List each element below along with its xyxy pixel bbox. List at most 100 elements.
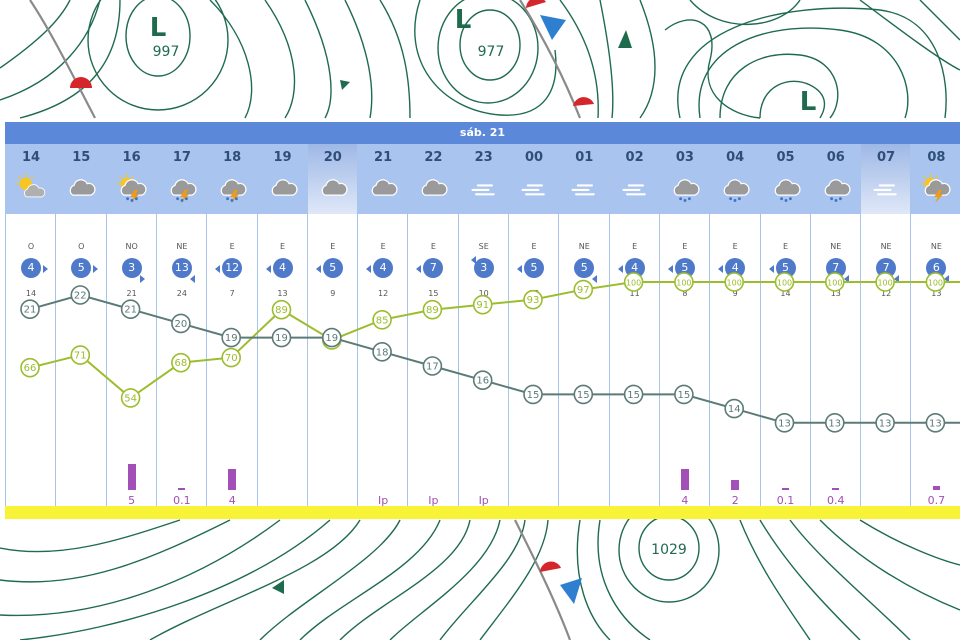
rain-bar [731,480,740,490]
wind-speed-badge: 4 [373,258,394,278]
wind-arrow-icon [667,265,673,273]
humidity-point [774,272,795,292]
hour-header: 01 [559,144,610,214]
cloud-icon [416,174,450,204]
temperature-point [774,412,795,433]
hour-label: 08 [927,150,946,165]
humidity-point [472,294,493,315]
wind-gust: 21 [126,289,137,298]
sun-thunder-icon [919,174,953,204]
hour-column[interactable]: 14 O 4 14 [5,144,56,519]
hour-header: 19 [257,144,308,214]
hour-label: 04 [726,150,745,165]
wind-arrow-icon [215,265,221,273]
rain-bar [782,488,789,490]
hour-column[interactable]: 07 NE 7 12 [860,144,912,519]
humidity-point [271,299,292,320]
hour-label: 19 [273,150,292,165]
cloud-icon [64,174,98,204]
hour-label: 02 [625,150,644,165]
temperature-label: 13 [778,418,791,429]
wind-direction: NE [930,242,942,251]
fog-icon [618,174,652,204]
wind-arrow-icon [43,265,48,273]
wind-arrow-icon [843,275,849,283]
wind-direction: NE [830,242,842,251]
hour-column[interactable]: 19 E 4 13 [256,144,308,519]
hour-header: 22 [408,144,459,214]
humidity-label: 85 [376,315,389,326]
hour-header: 14 [6,144,56,214]
wind-arrow-icon [592,275,598,283]
hour-label: 18 [223,150,242,165]
wind-arrow-icon [718,265,724,273]
temperature-label: 19 [325,333,338,344]
wind-speed-badge: 3 [121,258,142,278]
temperature-label: 21 [24,305,37,316]
wind-speed-badge: 5 [322,258,343,278]
humidity-point [523,289,543,310]
rain-amount: Ip [377,494,389,507]
rain-bar [680,469,689,490]
humidity-label: 100 [827,279,842,288]
hour-header: 21 [358,144,409,214]
hour-label: 15 [72,150,91,165]
humidity-label: 68 [175,358,188,369]
humidity-point [573,279,594,300]
temperature-label: 15 [527,390,540,401]
hour-header: 00 [509,144,559,214]
wind-direction: E [380,242,386,251]
hour-column[interactable]: 20 E 5 9 [306,144,358,519]
hour-label: 01 [575,150,594,165]
humidity-point [171,352,191,373]
wind-gust: 10 [478,289,489,298]
humidity-label: 91 [476,300,489,311]
hour-column[interactable]: 02 E 4 11 [608,144,660,519]
temperature-label: 21 [124,305,137,316]
temperature-point [875,412,895,433]
wind-direction: E [279,242,286,251]
rain-bar [178,488,186,490]
temperature-label: 15 [627,390,640,401]
wind-direction: E [330,242,336,251]
hour-column[interactable]: 01NE510 [558,144,610,519]
hour-label: 23 [474,150,493,165]
wind-direction: E [430,242,436,251]
wind-direction: O [27,242,35,251]
low-pressure-value: 997 [153,44,180,60]
temperature-point [724,398,745,419]
wind-arrow-icon [517,265,522,273]
humidity-label: 93 [527,295,540,306]
thunder-rain-icon [165,174,199,204]
hour-header: 06 [810,144,861,214]
humidity-point [372,310,392,330]
humidity-label: 89 [275,305,288,316]
temperature-label: 19 [225,333,238,344]
hour-label: 05 [776,150,795,165]
hour-label: 21 [374,150,393,165]
hour-column[interactable]: 00E510 [508,144,559,519]
wind-speed-badge: 6 [926,258,947,278]
low-pressure-letter: L [150,13,167,43]
wind-gust: 13 [830,289,841,298]
fog-icon [467,174,501,204]
wind-direction: E [732,242,738,251]
temperature-label: 13 [929,418,942,429]
humidity-label: 54 [124,393,137,404]
humidity-point [824,272,845,292]
hour-header: 17 [156,144,207,214]
hour-column[interactable]: 15O511 [55,144,107,519]
humidity-label: 100 [877,279,892,288]
hour-header: 07 [861,144,912,214]
